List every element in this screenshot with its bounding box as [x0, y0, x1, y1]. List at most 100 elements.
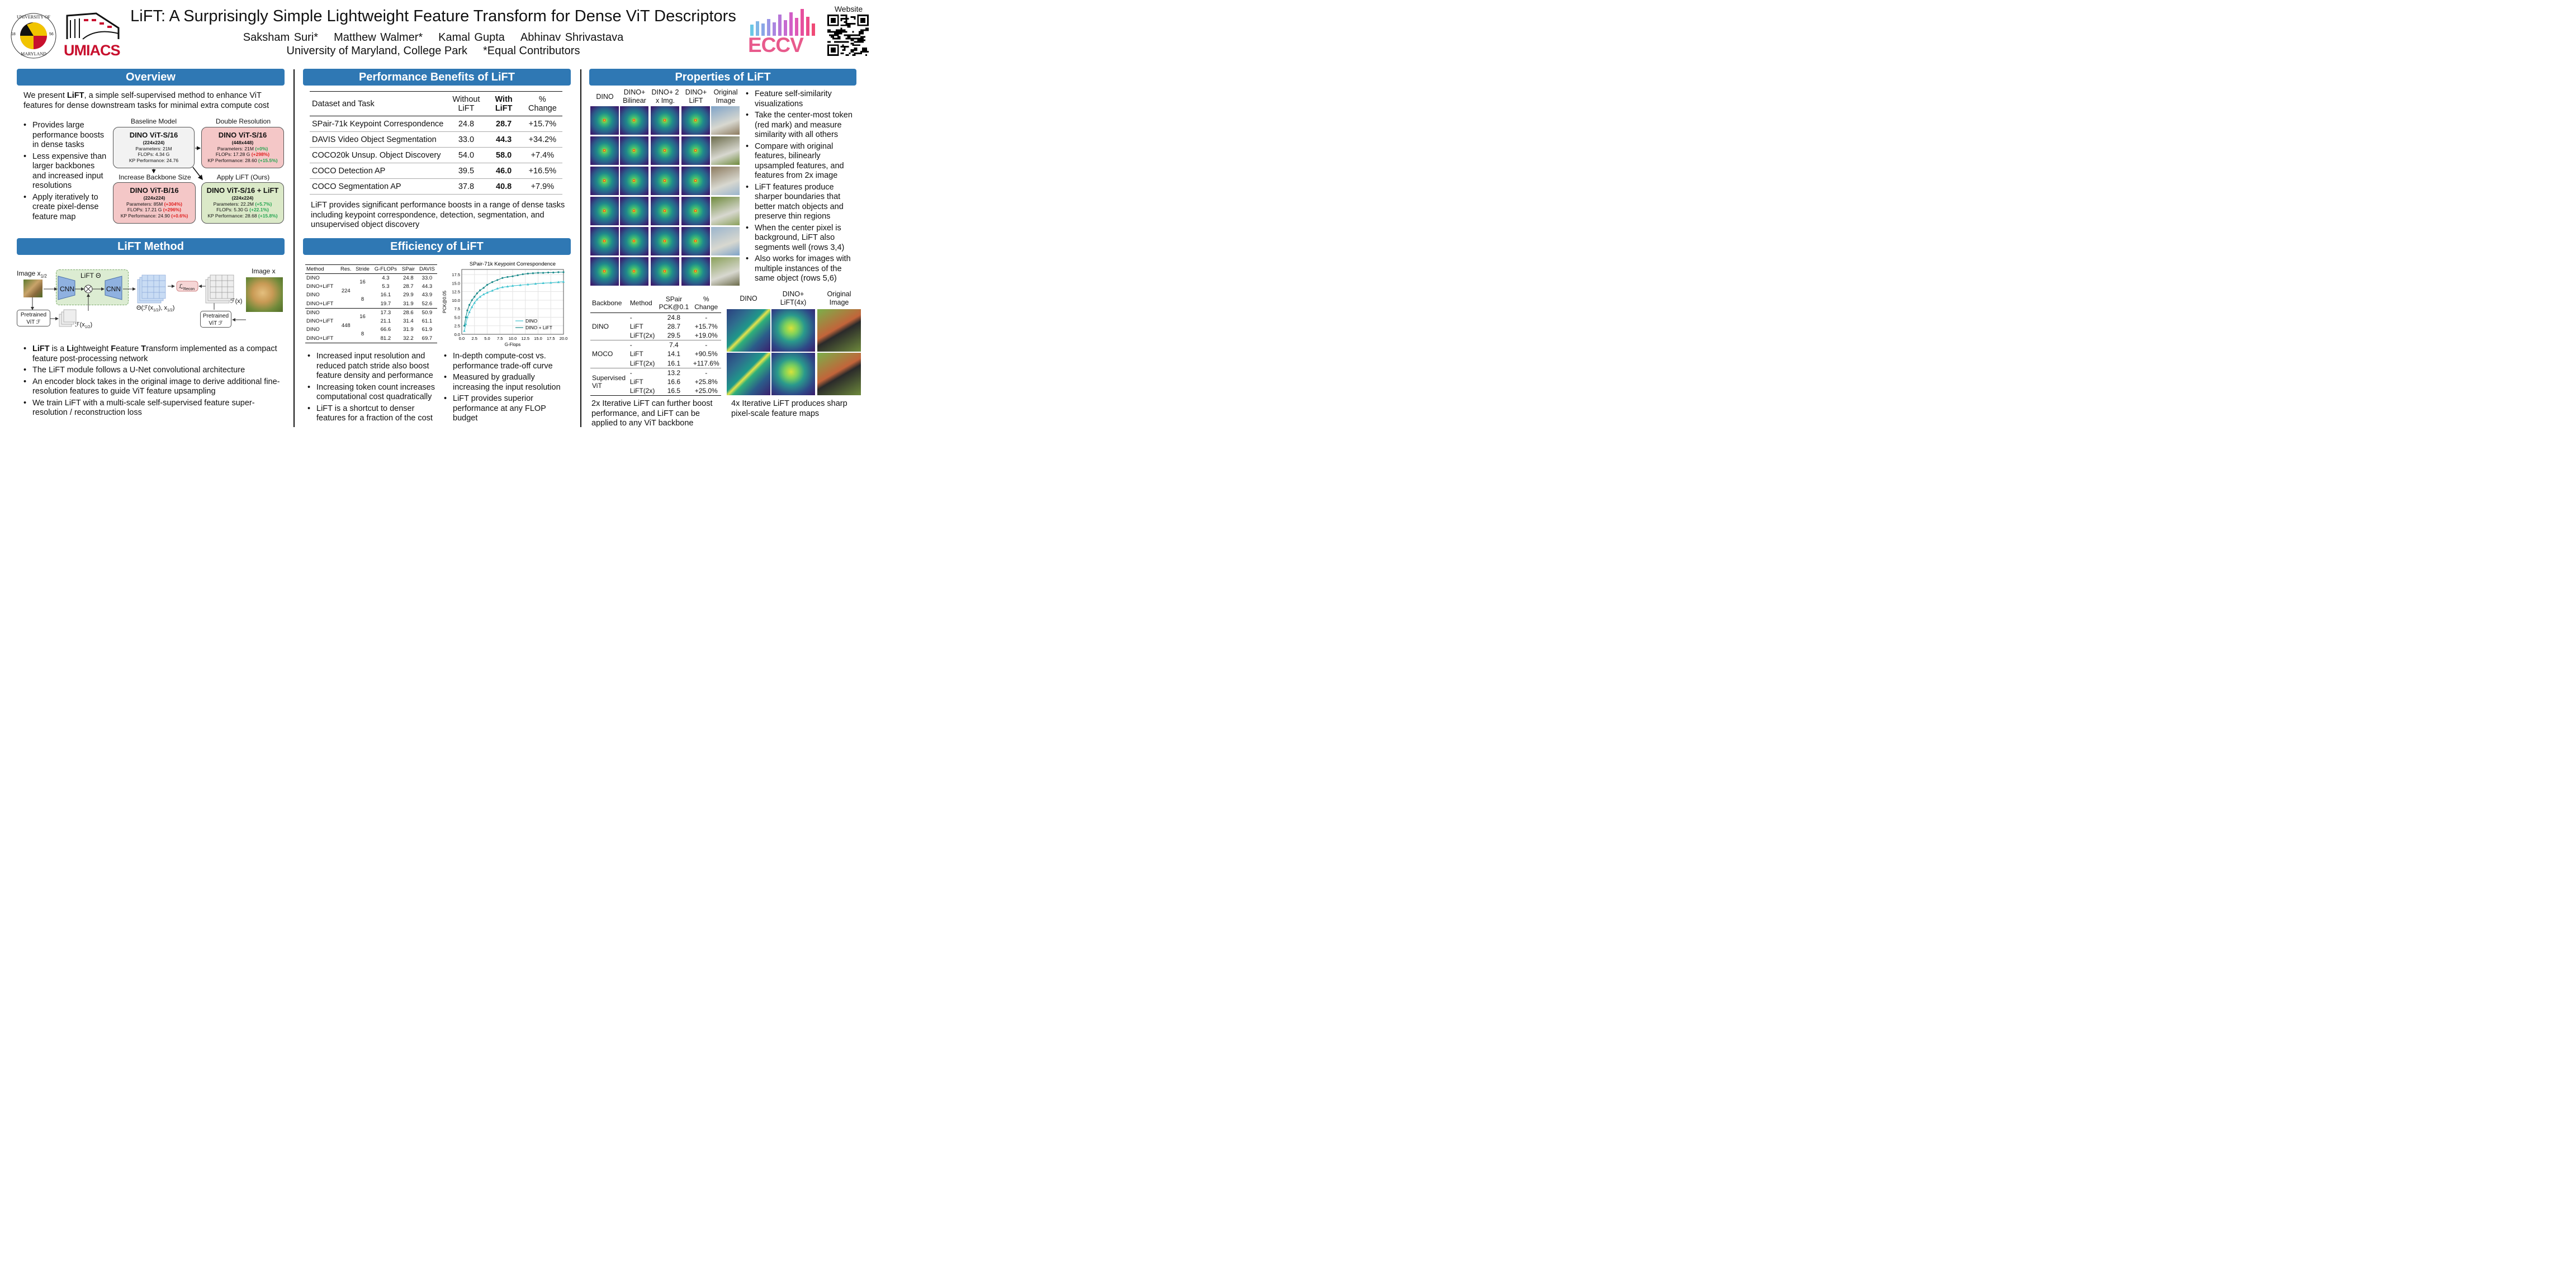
data-point: [542, 282, 544, 285]
list-item: Take the center-most token (red mark) an…: [746, 111, 855, 140]
data-point: [550, 281, 552, 284]
umd-right-year: 56: [49, 32, 54, 36]
table-header-cell: Stride: [356, 266, 370, 272]
sharp-caption: 4x Iterative LiFT produces sharp pixel-s…: [731, 399, 847, 418]
efficiency-bullets-left: Increased input resolution and reduced p…: [307, 352, 437, 425]
data-point: [557, 271, 560, 273]
data-point: [501, 277, 504, 279]
data-point: [473, 301, 476, 304]
qr-code[interactable]: [827, 15, 869, 56]
theta-output-label: Θ(ℱ(x1/2), x1/2): [136, 305, 175, 313]
y-tick-label: 7.5: [454, 306, 460, 311]
baseline-caption: Baseline Model: [130, 117, 177, 125]
overview-bullets: Provides large performance boosts in den…: [23, 121, 108, 224]
similarity-map-tile: [620, 227, 648, 255]
umiacs-wordmark: UMIACS: [64, 42, 120, 59]
table-cell: 28.7: [485, 116, 523, 132]
table-row: DINO+LiFT 21.1 31.4 61.1: [305, 317, 437, 326]
table-cell: +34.2%: [522, 131, 562, 148]
center-token-marker: [603, 210, 605, 212]
center-token-marker: [603, 240, 605, 242]
pretrained-vit-right: Pretrained ViT ℱ: [200, 311, 231, 328]
original-image-tile: [711, 197, 740, 225]
full-res-image: [246, 277, 283, 312]
data-point: [506, 276, 509, 278]
table-cell: +16.5%: [522, 163, 562, 179]
column-divider-1: [293, 69, 295, 427]
center-token-marker: [603, 270, 605, 272]
data-point: [476, 292, 478, 295]
similarity-map-tile: [681, 106, 710, 135]
table-cell: +117.6%: [693, 359, 719, 367]
table-cell: 13.2: [667, 368, 681, 377]
table-cell: 31.9: [403, 326, 414, 333]
table-row: COCO Detection AP 39.5 46.0 +16.5%: [310, 163, 562, 179]
table-cell: DINO: [306, 326, 320, 333]
chart-title: SPair-71k Keypoint Correspondence: [470, 261, 556, 267]
list-item: When the center pixel is background, LiF…: [746, 224, 855, 253]
center-token-marker: [603, 149, 605, 151]
data-point: [471, 299, 473, 301]
original-image-tile: [711, 167, 740, 195]
res-cell: 224: [341, 287, 351, 294]
cnn-encoder-label: CNN: [60, 285, 74, 293]
similarity-map-tile: [651, 136, 679, 165]
larger-backbone-box: DINO ViT-B/16 (224x224) Parameters: 85M (…: [113, 182, 196, 224]
diagram-lines: [31, 274, 246, 327]
backbone-cell: MOCO: [592, 350, 613, 358]
table-cell: +25.8%: [694, 377, 718, 386]
table-row: DINO+LiFT 19.7 31.9 52.6: [305, 300, 437, 309]
list-item: Provides large performance boosts in den…: [23, 121, 108, 150]
table-cell: 29.5: [667, 332, 681, 339]
table-cell: 7.4: [669, 341, 679, 349]
data-point: [463, 329, 466, 332]
y-tick-label: 0.0: [454, 332, 460, 337]
backbone-caption: Increase Backbone Size: [119, 173, 191, 181]
x-tick-label: 5.0: [484, 336, 490, 341]
x-tick-label: 15.0: [534, 336, 542, 341]
y-tick-label: 2.5: [454, 324, 460, 329]
stride-cell: 16: [359, 314, 366, 320]
affiliation-line: University of Maryland, College Park *Equ…: [117, 45, 749, 58]
sharp-column-header: DINO: [740, 295, 757, 302]
data-point: [486, 283, 489, 286]
table-cell: 31.9: [403, 300, 414, 307]
website-label: Website: [834, 4, 863, 13]
double-res-box: DINO ViT-S/16 (448x448) Parameters: 21M (…: [201, 127, 284, 168]
data-point: [527, 283, 529, 286]
table-cell: DINO+LiFT: [306, 300, 334, 307]
list-item: LiFT is a shortcut to denser features fo…: [307, 404, 437, 424]
table-cell: LiFT: [629, 377, 643, 386]
table-cell: 46.0: [485, 163, 523, 179]
data-point: [562, 280, 565, 283]
list-item: In-depth compute-cost vs. performance tr…: [444, 352, 569, 371]
grid-column-header: DINO+ LiFT: [685, 88, 707, 105]
backbone-cell: Supervised ViT: [592, 373, 626, 390]
similarity-map-tile: [620, 197, 648, 225]
table-cell: 21.1: [380, 318, 391, 324]
similarity-map-tile: [651, 227, 679, 255]
cnn-decoder-label: CNN: [106, 285, 121, 293]
series-line: [464, 272, 564, 326]
center-token-marker: [664, 270, 666, 272]
table-cell: 28.7: [403, 283, 414, 290]
table-cell: +7.4%: [522, 147, 562, 163]
data-point: [468, 310, 471, 313]
list-item: Measured by gradually increasing the inp…: [444, 373, 569, 392]
table-cell: COCO20k Unsup. Object Discovery: [310, 147, 448, 163]
table-header-cell: G-FLOPs: [374, 266, 397, 272]
table-cell: 5.3: [382, 283, 390, 290]
feat-half-label: ℱ(x1/2): [75, 321, 93, 330]
x-tick-label: 2.5: [472, 336, 477, 341]
properties-header: Properties of LiFT: [589, 69, 856, 86]
feat-full-label: ℱ(x): [230, 298, 243, 305]
center-token-marker: [694, 149, 697, 151]
similarity-map-tile: [651, 167, 679, 195]
similarity-map-tile: [681, 257, 710, 286]
table-cell: -: [705, 368, 708, 377]
y-tick-label: 12.5: [452, 290, 460, 295]
table-cell: 16.1: [667, 359, 681, 367]
table-cell: +15.7%: [522, 116, 562, 132]
similarity-map-tile: [620, 136, 648, 165]
table-row: LiFT 28.7 +15.7%: [590, 322, 721, 332]
